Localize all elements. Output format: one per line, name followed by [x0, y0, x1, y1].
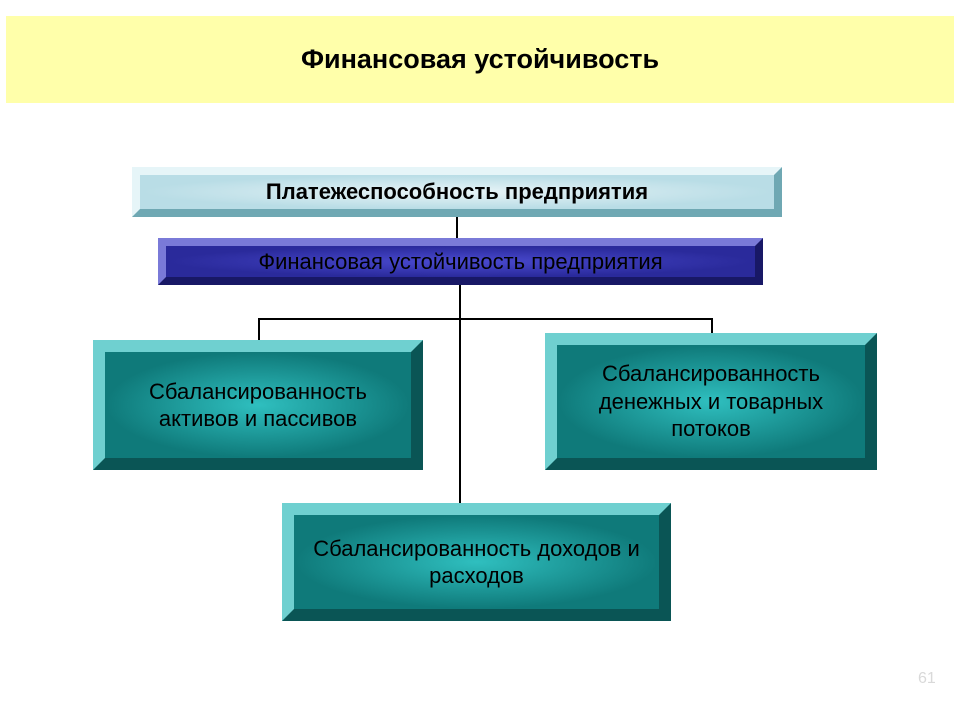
node-financial-stability-label: Финансовая устойчивость предприятия	[258, 248, 662, 276]
page-number-text: 61	[918, 670, 936, 687]
node-balance-income-label: Сбалансированность доходов и расходов	[308, 535, 645, 590]
title-text: Финансовая устойчивость	[301, 44, 659, 75]
node-balance-flows-label: Сбалансированность денежных и товарных п…	[571, 360, 851, 443]
page-number: 61	[918, 670, 936, 688]
connector-line	[456, 217, 458, 238]
node-solvency-label: Платежеспособность предприятия	[266, 178, 648, 206]
connector-line	[258, 318, 260, 340]
node-balance-flows: Сбалансированность денежных и товарных п…	[545, 333, 877, 470]
node-financial-stability: Финансовая устойчивость предприятия	[158, 238, 763, 285]
connector-line	[459, 318, 461, 503]
node-solvency: Платежеспособность предприятия	[132, 167, 782, 217]
connector-line	[459, 285, 461, 318]
node-balance-income: Сбалансированность доходов и расходов	[282, 503, 671, 621]
connector-line	[258, 318, 711, 320]
node-balance-assets-label: Сбалансированность активов и пассивов	[119, 378, 397, 433]
node-balance-assets: Сбалансированность активов и пассивов	[93, 340, 423, 470]
connector-line	[711, 318, 713, 333]
title-banner: Финансовая устойчивость	[6, 16, 954, 103]
